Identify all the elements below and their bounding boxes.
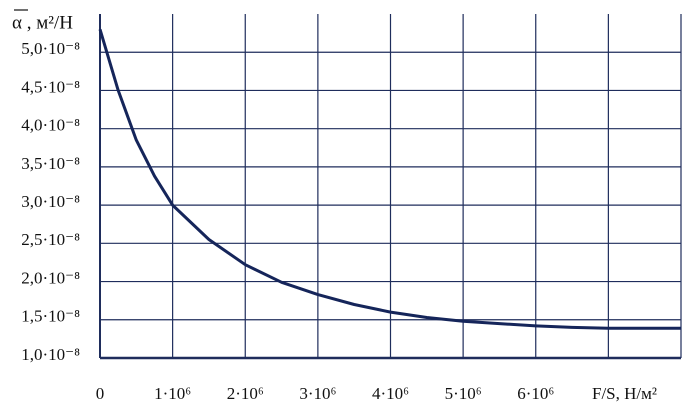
y-tick-label: 4,0·10⁻⁸ bbox=[21, 116, 80, 135]
x-tick-label: 2·10⁶ bbox=[227, 384, 264, 403]
x-tick-label: 4·10⁶ bbox=[372, 384, 409, 403]
y-tick-label: 5,0·10⁻⁸ bbox=[21, 39, 80, 58]
y-tick-label: 1,5·10⁻⁸ bbox=[21, 307, 80, 326]
y-tick-label: 2,0·10⁻⁸ bbox=[21, 268, 80, 287]
y-tick-label: 3,5·10⁻⁸ bbox=[21, 154, 80, 173]
y-tick-label: 3,0·10⁻⁸ bbox=[21, 192, 80, 211]
x-tick-label: 3·10⁶ bbox=[299, 384, 336, 403]
x-tick-label: 0 bbox=[96, 384, 105, 403]
x-tick-label: 1·10⁶ bbox=[154, 384, 191, 403]
x-tick-label: 5·10⁶ bbox=[445, 384, 482, 403]
x-tick-label: 6·10⁶ bbox=[517, 384, 554, 403]
x-axis-label: F/S, Н/м² bbox=[592, 384, 657, 403]
y-tick-label: 1,0·10⁻⁸ bbox=[21, 345, 80, 364]
y-axis-label: α , м²/Н bbox=[12, 12, 73, 33]
y-tick-label: 2,5·10⁻⁸ bbox=[21, 230, 80, 249]
curve bbox=[98, 28, 681, 330]
y-tick-label: 4,5·10⁻⁸ bbox=[21, 77, 80, 96]
